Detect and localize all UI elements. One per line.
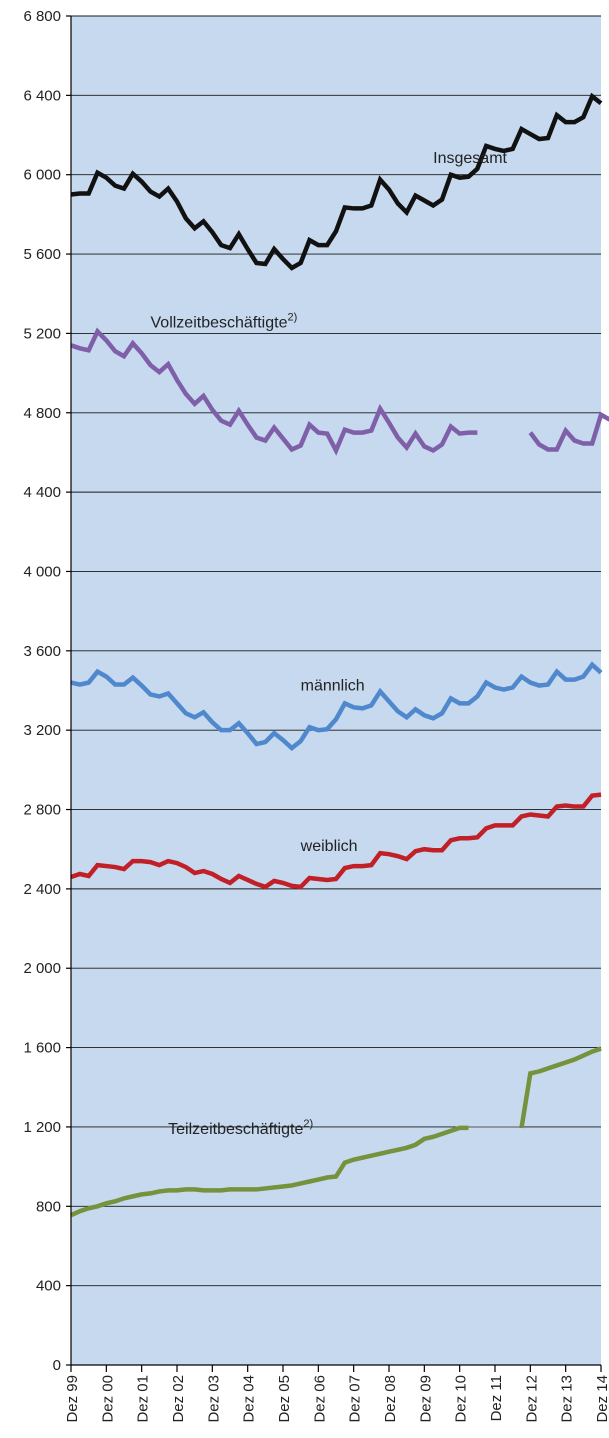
series-annotation: Insgesamt: [433, 150, 507, 167]
x-tick-label: Dez 11: [488, 1375, 505, 1421]
x-tick-label: Dez 00: [99, 1375, 116, 1423]
y-tick-label: 2 000: [23, 960, 61, 977]
annotation-text: männlich: [301, 678, 365, 695]
x-tick-label: Dez 05: [276, 1375, 293, 1423]
x-tick-label: Dez 09: [417, 1375, 434, 1423]
annotation-text: Vollzeitbeschäftigte: [151, 314, 288, 331]
x-tick-label: Dez 13: [559, 1375, 576, 1423]
series-line-4: [70, 1046, 602, 1218]
series-annotation: weiblich: [300, 838, 358, 855]
y-tick-label: 1 200: [23, 1119, 61, 1136]
y-tick-label: 1 600: [23, 1040, 61, 1057]
x-tick-label: Dez 04: [241, 1375, 258, 1423]
series-annotation: Vollzeitbeschäftigte2): [151, 311, 298, 331]
y-tick-label: 5 600: [23, 246, 61, 263]
series-line-0: [70, 92, 603, 271]
annotation-text: Teilzeitbeschäftigte: [168, 1121, 303, 1138]
x-tick-label: Dez 14: [594, 1375, 609, 1423]
series-line-3: [70, 792, 602, 890]
x-tick-label: Dez 06: [311, 1375, 328, 1423]
series-annotation: Teilzeitbeschäftigte2): [168, 1118, 313, 1138]
annotation-text: weiblich: [300, 838, 358, 855]
x-tick-label: Dez 08: [382, 1375, 399, 1423]
y-tick-label: 800: [36, 1198, 61, 1215]
y-tick-label: 4 400: [23, 484, 61, 501]
y-tick-label: 4 000: [23, 563, 61, 580]
x-tick-label: Dez 12: [523, 1375, 540, 1423]
x-tick-label: Dez 03: [205, 1375, 222, 1423]
series-annotations: InsgesamtVollzeitbeschäftigte2)männlichw…: [151, 150, 508, 1138]
gridlines: [71, 15, 601, 1287]
x-tick-label: Dez 01: [135, 1375, 152, 1423]
y-tick-label: 3 200: [23, 722, 61, 739]
y-axis-tick-labels: 0 400 800 1 200 1 600 2 000 2 400 2 800 3 200 3 6…: [23, 8, 61, 1374]
y-tick-label: 3 600: [23, 643, 61, 660]
x-axis-tick-labels: Dez 99 Dez 00 Dez 01 Dez 02 Dez 03 Dez 04 Dez …: [64, 1375, 609, 1423]
series-lines: [70, 92, 609, 1218]
series-line-1: [70, 327, 609, 456]
y-tick-label: 4 800: [23, 405, 61, 422]
y-tick-label: 5 200: [23, 325, 61, 342]
annotation-superscript: 2): [303, 1118, 313, 1130]
y-tick-label: 6 800: [23, 8, 61, 25]
y-tick-label: 400: [36, 1278, 61, 1295]
x-tick-label: Dez 10: [453, 1375, 470, 1423]
x-tick-label: Dez 99: [64, 1375, 81, 1423]
y-tick-label: 6 000: [23, 167, 61, 184]
annotation-superscript: 2): [287, 311, 297, 323]
series-annotation: männlich: [301, 678, 365, 695]
x-tick-label: Dez 02: [170, 1375, 187, 1423]
y-tick-label: 6 400: [23, 87, 61, 104]
x-tick-label: Dez 07: [347, 1375, 364, 1423]
series-line-2: [70, 661, 603, 751]
y-tick-label: 0: [53, 1357, 61, 1374]
y-tick-label: 2 800: [23, 802, 61, 819]
y-tick-label: 2 400: [23, 881, 61, 898]
annotation-text: Insgesamt: [433, 150, 507, 167]
axes: [66, 15, 602, 1372]
plot-area: [71, 16, 601, 1365]
